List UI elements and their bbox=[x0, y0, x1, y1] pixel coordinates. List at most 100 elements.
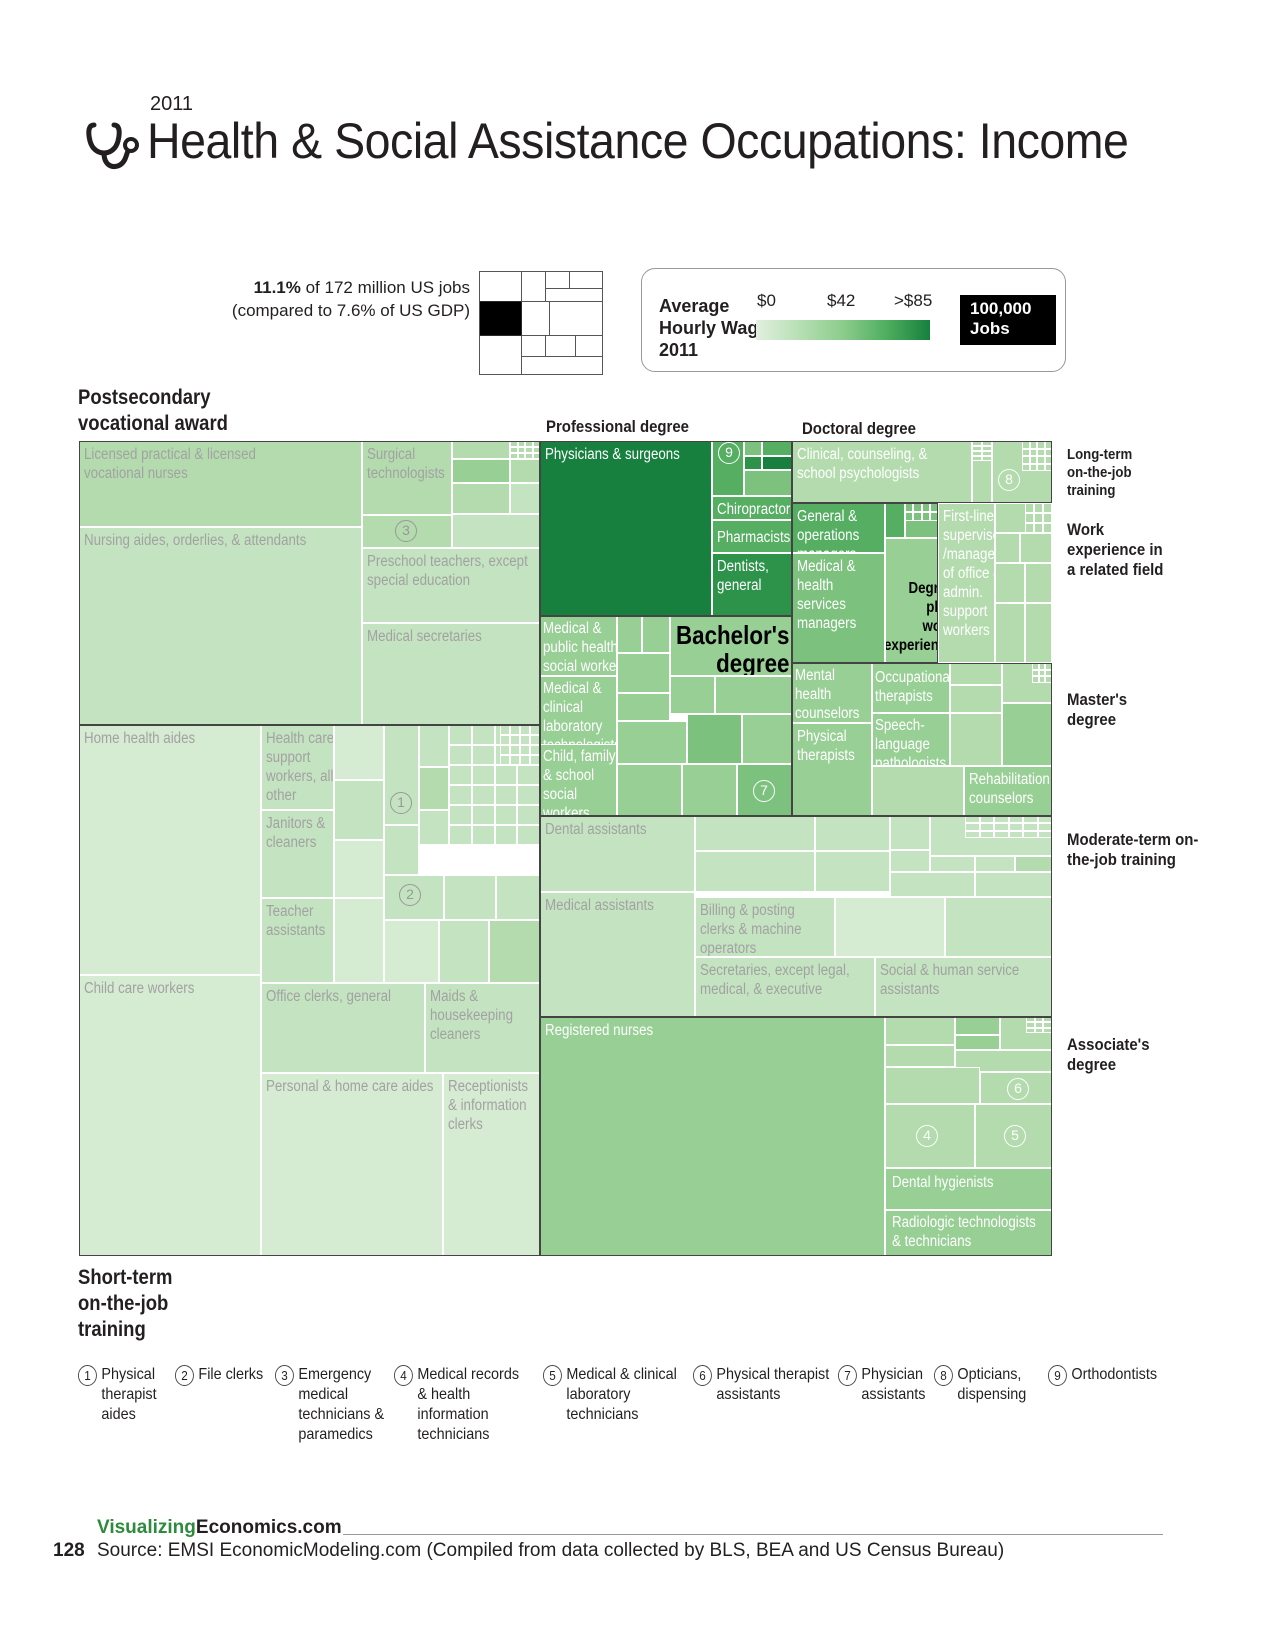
st-tiny bbox=[500, 725, 510, 735]
cell-med-secretaries-label: Medical secretaries bbox=[367, 628, 482, 645]
st-tiny bbox=[520, 745, 530, 755]
cell-janitors-label: Janitors & cleaners bbox=[266, 815, 326, 851]
pv-tiny bbox=[517, 453, 525, 459]
mt-tiny bbox=[1023, 830, 1038, 838]
st-tiny bbox=[471, 725, 495, 745]
mt-tiny bbox=[1037, 816, 1052, 824]
footer-rule bbox=[343, 1534, 1163, 1535]
st-tiny bbox=[530, 725, 540, 735]
st-tiny bbox=[510, 755, 520, 765]
cell-pharmacists: Pharmacists bbox=[712, 520, 792, 553]
cell-med-health-mgr: Medical & health services managers bbox=[792, 553, 885, 663]
cell-phys-therapists-label: Physical therapists bbox=[797, 728, 855, 764]
mt-tiny bbox=[1023, 823, 1038, 831]
cell-child-care: Child care workers bbox=[79, 975, 261, 1256]
mt-tiny bbox=[1037, 823, 1052, 831]
cell-billing-label: Billing & posting clerks & machine opera… bbox=[700, 902, 802, 957]
footnote-number: 7 bbox=[838, 1365, 857, 1386]
cell-pharmacists-label: Pharmacists bbox=[717, 529, 791, 546]
mt-small bbox=[945, 897, 1052, 957]
footnote-number: 2 bbox=[175, 1365, 194, 1386]
we-small bbox=[1025, 603, 1052, 663]
footnote-number: 3 bbox=[275, 1365, 294, 1386]
st-small bbox=[384, 920, 439, 983]
ms-tiny bbox=[1038, 676, 1046, 683]
cell-secretaries-label: Secretaries, except legal, medical, & ex… bbox=[700, 962, 850, 998]
st-tiny bbox=[471, 805, 495, 825]
we-small bbox=[995, 563, 1025, 603]
cell-first-line: First-line supervisors /managers of offi… bbox=[938, 503, 995, 663]
footnote-text: Physician assistants bbox=[861, 1366, 926, 1403]
footnote-number: 8 bbox=[934, 1365, 953, 1386]
we-tiny bbox=[1043, 523, 1052, 533]
footnote-marker-2: 2 bbox=[399, 884, 421, 906]
cell-child-care-label: Child care workers bbox=[84, 980, 195, 997]
ms-small bbox=[950, 713, 1002, 766]
footnote-text: Medical records & health information tec… bbox=[417, 1366, 520, 1443]
st-tiny bbox=[517, 825, 540, 845]
lt-tiny bbox=[1022, 441, 1030, 449]
we-tiny bbox=[1043, 513, 1052, 523]
we-tiny bbox=[1025, 513, 1034, 523]
st-small bbox=[384, 825, 419, 875]
we-small bbox=[995, 603, 1025, 663]
cell-home-health-label: Home health aides bbox=[84, 730, 196, 747]
st-tiny bbox=[520, 755, 530, 765]
cell-maids-label: Maids & housekeeping cleaners bbox=[430, 988, 514, 1043]
jobs-share-rest: of 172 million US jobs bbox=[300, 278, 470, 297]
cell-phys-therapists: Physical therapists bbox=[792, 723, 872, 816]
cell-dental-asst-label: Dental assistants bbox=[545, 821, 647, 838]
mt-tiny bbox=[1008, 830, 1023, 838]
lt-tiny bbox=[1037, 456, 1045, 464]
ad-small bbox=[955, 1035, 1000, 1050]
ms-tiny bbox=[1038, 663, 1046, 670]
st-tiny bbox=[500, 745, 510, 755]
ad-tiny bbox=[1043, 1027, 1052, 1033]
cell-occ-therapists: Occupational therapists bbox=[872, 663, 950, 713]
bach-small bbox=[617, 693, 670, 721]
cell-bachelors-label: Bachelor's degree bbox=[676, 620, 790, 676]
st-small bbox=[419, 810, 449, 845]
cat-postsecondary: Postsecondary vocational award bbox=[78, 386, 228, 435]
bach-small bbox=[617, 764, 682, 816]
pv-tiny bbox=[517, 447, 525, 453]
ms-tiny bbox=[1038, 669, 1046, 677]
ms-small bbox=[872, 766, 964, 816]
bach-small bbox=[617, 721, 687, 764]
cell-personal-care-label: Personal & home care aides bbox=[266, 1078, 434, 1095]
ms-tiny bbox=[1032, 676, 1039, 683]
footnote-number: 4 bbox=[394, 1365, 413, 1386]
cell-rn: Registered nurses bbox=[540, 1017, 885, 1256]
legend-tick-min: $0 bbox=[757, 291, 776, 310]
lt-tiny bbox=[1022, 448, 1030, 456]
mt-tiny bbox=[1008, 823, 1023, 831]
lt-tiny bbox=[1037, 441, 1045, 449]
cell-nursing-aides: Nursing aides, orderlies, & attendants bbox=[79, 527, 362, 725]
pv-small bbox=[510, 459, 540, 483]
mt-tiny bbox=[979, 816, 994, 824]
we-small bbox=[995, 533, 1020, 563]
ad-tiny bbox=[1026, 1027, 1035, 1033]
page-number: 128 bbox=[53, 1540, 85, 1561]
ms-tiny bbox=[1045, 676, 1052, 683]
mt-small bbox=[975, 872, 1052, 897]
st-small bbox=[439, 920, 489, 983]
we-tiny bbox=[1034, 523, 1043, 533]
ad-small bbox=[955, 1017, 1000, 1035]
cell-janitors: Janitors & cleaners bbox=[261, 810, 334, 898]
st-small bbox=[444, 875, 496, 920]
cell-med-records: 4 bbox=[885, 1104, 975, 1168]
legend-jobs-scale: 100,000 Jobs bbox=[960, 295, 1056, 345]
footnote-marker-7: 7 bbox=[753, 780, 775, 802]
ms-tiny bbox=[1045, 663, 1052, 670]
ad-small bbox=[885, 1045, 955, 1067]
cell-rehab: Rehabilitation counselors bbox=[964, 766, 1052, 816]
mt-tiny bbox=[965, 823, 980, 831]
mt-tiny bbox=[1008, 816, 1023, 824]
cell-med-social-label: Medical & public health social workers bbox=[543, 620, 617, 675]
cat-associates: Associate's degree bbox=[1067, 1035, 1150, 1074]
footnote-marker-4: 4 bbox=[916, 1125, 938, 1147]
mt-small bbox=[815, 851, 890, 892]
cell-psychologists-label: Clinical, counseling, & school psycholog… bbox=[797, 446, 928, 482]
cell-dental-hyg: Dental hygienists bbox=[885, 1168, 1052, 1210]
